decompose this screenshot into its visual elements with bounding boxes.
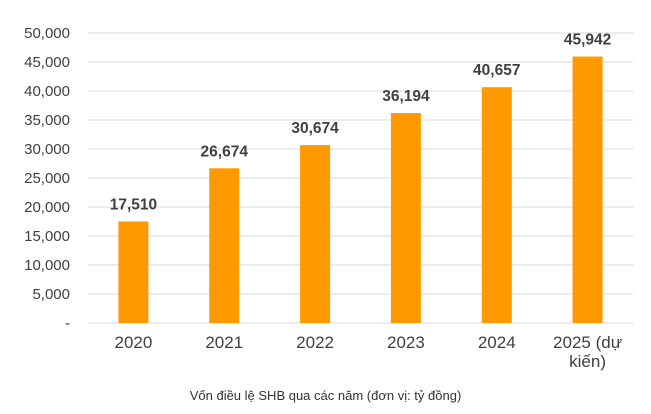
x-tick-label: 2025 (dự kiến)	[553, 333, 622, 371]
y-tick-label: 25,000	[24, 170, 70, 187]
bar	[209, 168, 240, 323]
data-label: 40,657	[473, 62, 520, 79]
data-label: 30,674	[291, 120, 339, 137]
x-tick-label: 2023	[387, 333, 425, 352]
y-tick-label: 45,000	[24, 54, 70, 71]
bar	[481, 87, 512, 324]
bar	[118, 221, 149, 323]
x-axis-ticks: 2020 2021 2022 2023 2024 2025 (dự kiến)	[115, 333, 623, 371]
x-tick-label: 2024	[478, 333, 516, 352]
y-tick-label: 35,000	[24, 112, 70, 129]
data-label: 17,510	[110, 196, 157, 213]
y-tick-label: 40,000	[24, 83, 70, 100]
y-tick-label: 20,000	[24, 199, 70, 216]
chart-caption: Vốn điều lệ SHB qua các năm (đơn vị: tỷ …	[189, 388, 462, 403]
y-axis-ticks: - 5,000 10,000 15,000 20,000 25,000 30,000 35,0…	[24, 25, 70, 332]
x-tick-label: 2021	[205, 333, 243, 352]
y-tick-label: 10,000	[24, 257, 70, 274]
x-tick-label: 2022	[296, 333, 334, 352]
bar	[572, 56, 603, 323]
y-tick-label: 50,000	[24, 25, 70, 42]
data-label: 45,942	[564, 32, 611, 49]
data-label: 26,674	[201, 143, 249, 160]
data-label: 36,194	[382, 88, 430, 105]
y-tick-label: -	[65, 315, 70, 332]
y-tick-label: 30,000	[24, 141, 70, 158]
y-tick-label: 15,000	[24, 228, 70, 245]
bars	[118, 56, 603, 324]
bar	[300, 145, 331, 323]
x-tick-label: 2020	[115, 333, 153, 352]
bar	[390, 113, 421, 323]
y-tick-label: 5,000	[32, 286, 70, 303]
data-labels: 17,510 26,674 30,674 36,194 40,657 45,942	[110, 32, 612, 214]
grid-lines	[88, 32, 633, 324]
